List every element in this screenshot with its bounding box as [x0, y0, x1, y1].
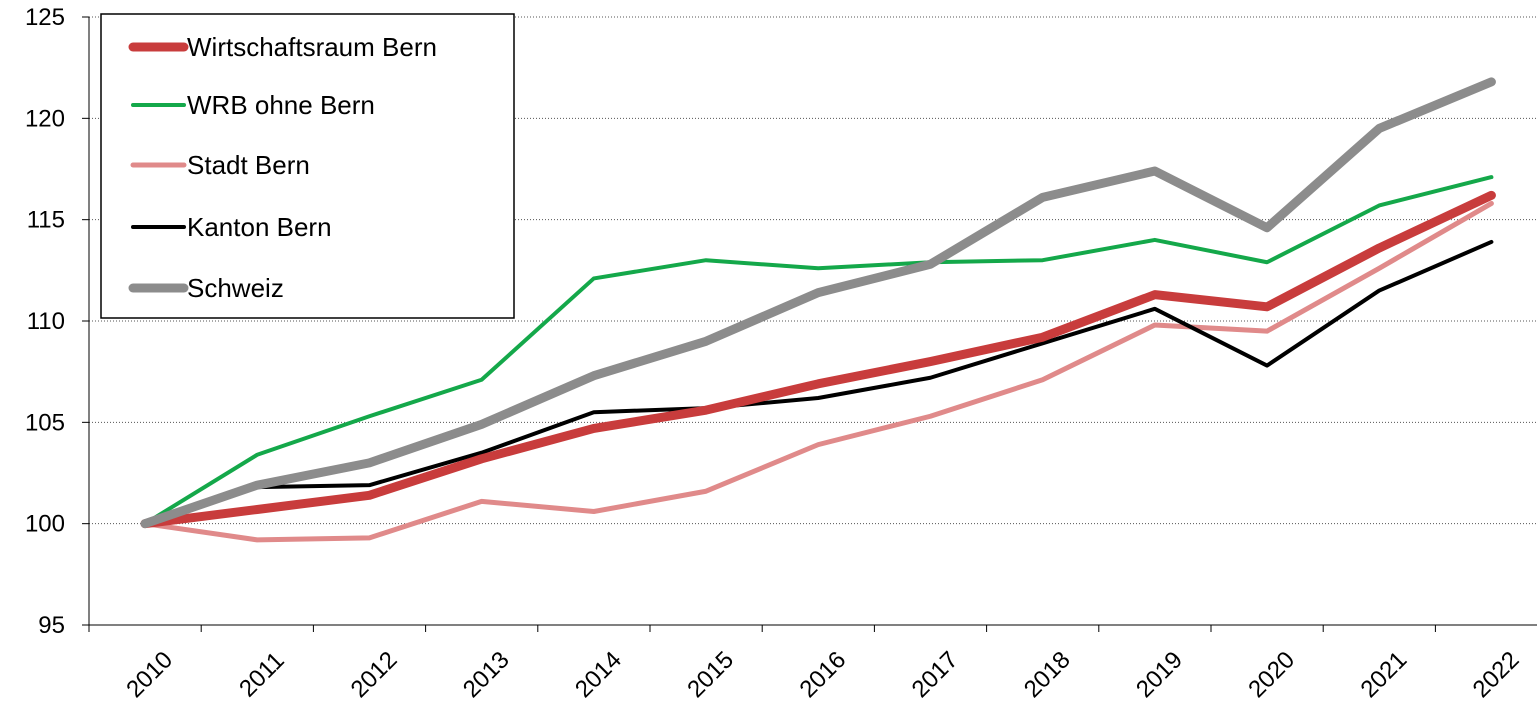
series-line-wrb-ohne-bern: [143, 175, 1494, 526]
legend-label: Wirtschaftsraum Bern: [187, 32, 437, 62]
legend-label: Kanton Bern: [187, 212, 332, 242]
x-tick-label-2014: 2014: [570, 646, 627, 703]
y-tick-label: 105: [25, 409, 65, 436]
series-line-kanton-bern: [143, 239, 1494, 526]
x-tick-label-2022: 2022: [1468, 646, 1525, 703]
x-tick-label-2017: 2017: [907, 646, 964, 703]
x-tick-label-2015: 2015: [682, 646, 739, 703]
series-line-stadt-bern: [142, 200, 1494, 543]
x-tick-label-2012: 2012: [346, 646, 403, 703]
y-tick-label: 100: [25, 511, 65, 538]
legend-label: Stadt Bern: [187, 150, 310, 180]
series-lines: [140, 77, 1496, 543]
y-axis-ticks: 95 100 105 110 115 120 125: [25, 4, 89, 639]
x-tick-label-2018: 2018: [1019, 646, 1076, 703]
legend: Wirtschaftsraum Bern WRB ohne Bern Stadt B…: [100, 13, 515, 319]
gridlines: [89, 16, 1537, 525]
y-tick-label: 95: [38, 612, 65, 639]
x-axis-ticks: 2010 2011 2012 2013 2014 2015 2016 2017 2018 2019…: [88, 625, 1525, 703]
x-tick-label-2011: 2011: [234, 647, 290, 703]
x-tick-label-2020: 2020: [1243, 646, 1300, 703]
x-tick-label-2019: 2019: [1131, 646, 1188, 703]
y-tick-label: 125: [25, 4, 65, 31]
y-tick-label: 120: [25, 105, 65, 132]
x-tick-label-2021: 2021: [1355, 646, 1412, 703]
x-tick-label-2016: 2016: [794, 646, 851, 703]
x-tick-label-2013: 2013: [458, 646, 515, 703]
series-line-schweiz: [140, 77, 1496, 529]
y-tick-label: 110: [27, 308, 65, 335]
y-tick-label: 115: [27, 207, 65, 234]
x-tick-label-2010: 2010: [121, 646, 178, 703]
legend-label: Schweiz: [187, 273, 284, 303]
series-line-wirtschaftsraum-bern: [140, 190, 1496, 529]
legend-label: WRB ohne Bern: [187, 90, 375, 120]
